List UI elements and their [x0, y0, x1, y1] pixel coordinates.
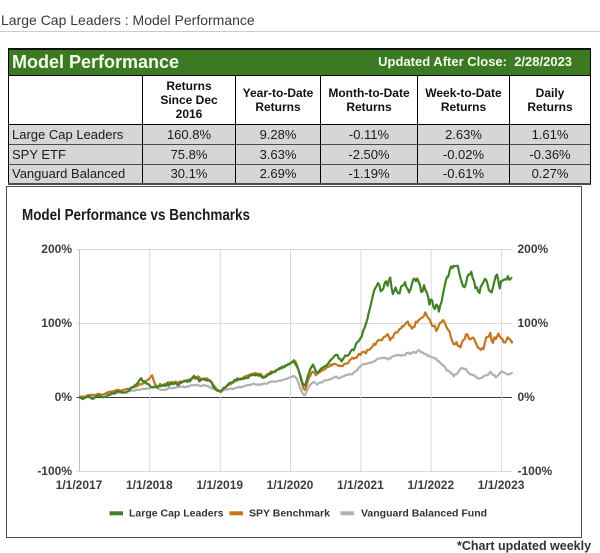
svg-text:1/1/2019: 1/1/2019	[196, 478, 243, 492]
svg-text:Model Performance vs Benchmark: Model Performance vs Benchmarks	[22, 207, 250, 224]
svg-text:1/1/2018: 1/1/2018	[126, 478, 173, 492]
svg-text:1/1/2020: 1/1/2020	[267, 478, 314, 492]
svg-text:200%: 200%	[41, 242, 72, 256]
svg-text:0%: 0%	[518, 390, 536, 404]
svg-text:100%: 100%	[41, 316, 72, 330]
svg-text:1/1/2022: 1/1/2022	[407, 478, 454, 492]
svg-text:Vanguard Balanced Fund: Vanguard Balanced Fund	[361, 508, 487, 520]
svg-text:100%: 100%	[518, 316, 549, 330]
svg-text:1/1/2023: 1/1/2023	[478, 478, 525, 492]
svg-text:1/1/2017: 1/1/2017	[56, 478, 103, 492]
svg-text:0%: 0%	[55, 390, 73, 404]
svg-text:1/1/2021: 1/1/2021	[337, 478, 384, 492]
svg-text:SPY Benchmark: SPY Benchmark	[249, 508, 330, 520]
svg-text:-100%: -100%	[518, 464, 553, 478]
svg-text:200%: 200%	[518, 242, 549, 256]
svg-text:Large Cap Leaders: Large Cap Leaders	[129, 508, 224, 520]
svg-text:-100%: -100%	[37, 464, 72, 478]
